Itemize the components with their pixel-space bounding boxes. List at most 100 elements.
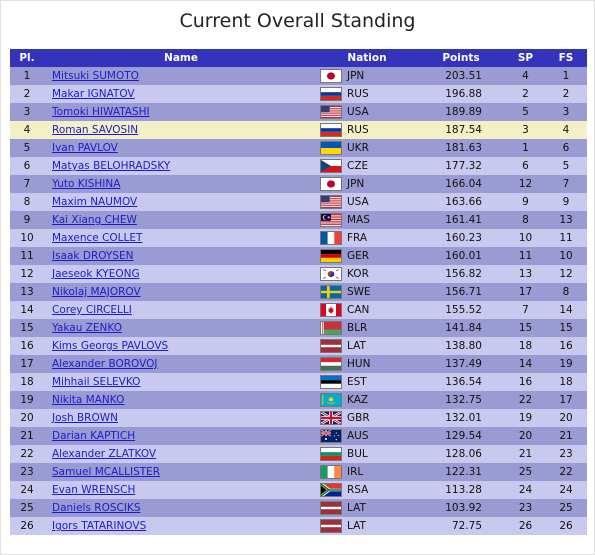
sp-rank-cell: 17 <box>506 283 545 301</box>
sp-rank-cell: 7 <box>506 301 545 319</box>
ukr-flag-icon <box>320 141 342 155</box>
blr-flag-icon <box>320 321 342 335</box>
skater-link[interactable]: Nikita MANKO <box>52 394 125 406</box>
nation-cell: RUS <box>318 85 416 103</box>
place-cell: 11 <box>10 247 44 265</box>
skater-link[interactable]: Josh BROWN <box>52 412 118 424</box>
nation-cell: UKR <box>318 139 416 157</box>
skater-link[interactable]: Matyas BELOHRADSKY <box>52 160 171 172</box>
skater-link[interactable]: Yakau ZENKO <box>52 322 122 334</box>
sp-rank-cell: 10 <box>506 229 545 247</box>
nation-code: AUS <box>347 430 369 442</box>
name-cell: Jaeseok KYEONG <box>44 265 318 283</box>
place-cell: 20 <box>10 409 44 427</box>
table-row: 4 Roman SAVOSIN RUS 187.54 3 4 <box>10 121 587 139</box>
points-cell: 187.54 <box>416 121 506 139</box>
points-cell: 128.06 <box>416 445 506 463</box>
nation-cell: CZE <box>318 157 416 175</box>
skater-link[interactable]: Corey CIRCELLI <box>52 304 132 316</box>
fs-rank-cell: 8 <box>545 283 587 301</box>
name-cell: Isaak DROYSEN <box>44 247 318 265</box>
skater-link[interactable]: Nikolaj MAJOROV <box>52 286 141 298</box>
fs-rank-cell: 7 <box>545 175 587 193</box>
table-row: 22 Alexander ZLATKOV BUL 128.06 21 23 <box>10 445 587 463</box>
place-cell: 9 <box>10 211 44 229</box>
fra-flag-icon <box>320 231 342 245</box>
can-flag-icon <box>320 303 342 317</box>
points-cell: 160.01 <box>416 247 506 265</box>
table-row: 14 Corey CIRCELLI CAN 155.52 7 14 <box>10 301 587 319</box>
swe-flag-icon <box>320 285 342 299</box>
skater-link[interactable]: Ivan PAVLOV <box>52 142 118 154</box>
nation-cell: JPN <box>318 67 416 85</box>
nation-code: KOR <box>347 268 369 280</box>
name-cell: Maxence COLLET <box>44 229 318 247</box>
name-cell: Alexander ZLATKOV <box>44 445 318 463</box>
skater-link[interactable]: Alexander BOROVOJ <box>52 358 158 370</box>
points-cell: 155.52 <box>416 301 506 319</box>
skater-link[interactable]: Makar IGNATOV <box>52 88 135 100</box>
place-cell: 21 <box>10 427 44 445</box>
fs-rank-cell: 26 <box>545 517 587 535</box>
fs-rank-cell: 4 <box>545 121 587 139</box>
points-cell: 141.84 <box>416 319 506 337</box>
sp-rank-cell: 11 <box>506 247 545 265</box>
skater-link[interactable]: Mitsuki SUMOTO <box>52 70 139 82</box>
fs-rank-cell: 12 <box>545 265 587 283</box>
name-cell: Nikolaj MAJOROV <box>44 283 318 301</box>
name-cell: Roman SAVOSIN <box>44 121 318 139</box>
skater-link[interactable]: Jaeseok KYEONG <box>52 268 140 280</box>
skater-link[interactable]: Igors TATARINOVS <box>52 520 147 532</box>
points-cell: 137.49 <box>416 355 506 373</box>
name-cell: Makar IGNATOV <box>44 85 318 103</box>
place-cell: 12 <box>10 265 44 283</box>
points-cell: 177.32 <box>416 157 506 175</box>
place-cell: 14 <box>10 301 44 319</box>
column-header-place: Pl. <box>10 49 44 67</box>
fs-rank-cell: 6 <box>545 139 587 157</box>
skater-link[interactable]: Kai Xiang CHEW <box>52 214 137 226</box>
skater-link[interactable]: Maxim NAUMOV <box>52 196 138 208</box>
name-cell: Kai Xiang CHEW <box>44 211 318 229</box>
table-row: 9 Kai Xiang CHEW MAS 161.41 8 13 <box>10 211 587 229</box>
nation-code: LAT <box>347 502 366 514</box>
fs-rank-cell: 14 <box>545 301 587 319</box>
nation-code: RSA <box>347 484 369 496</box>
skater-link[interactable]: Alexander ZLATKOV <box>52 448 157 460</box>
skater-link[interactable]: Maxence COLLET <box>52 232 143 244</box>
skater-link[interactable]: Mihhail SELEVKO <box>52 376 141 388</box>
skater-link[interactable]: Tomoki HIWATASHI <box>52 106 150 118</box>
points-cell: 163.66 <box>416 193 506 211</box>
sp-rank-cell: 16 <box>506 373 545 391</box>
points-cell: 136.54 <box>416 373 506 391</box>
fs-rank-cell: 22 <box>545 463 587 481</box>
hun-flag-icon <box>320 357 342 371</box>
skater-link[interactable]: Isaak DROYSEN <box>52 250 134 262</box>
rsa-flag-icon <box>320 483 342 497</box>
name-cell: Ivan PAVLOV <box>44 139 318 157</box>
sp-rank-cell: 9 <box>506 193 545 211</box>
lat-flag-icon <box>320 501 342 515</box>
kaz-flag-icon <box>320 393 342 407</box>
mas-flag-icon <box>320 213 342 227</box>
nation-code: RUS <box>347 124 369 136</box>
skater-link[interactable]: Roman SAVOSIN <box>52 124 139 136</box>
skater-link[interactable]: Evan WRENSCH <box>52 484 136 496</box>
points-cell: 166.04 <box>416 175 506 193</box>
table-row: 13 Nikolaj MAJOROV SWE 156.71 17 8 <box>10 283 587 301</box>
nation-cell: BUL <box>318 445 416 463</box>
skater-link[interactable]: Darian KAPTICH <box>52 430 136 442</box>
name-cell: Corey CIRCELLI <box>44 301 318 319</box>
nation-code: JPN <box>347 178 365 190</box>
place-cell: 19 <box>10 391 44 409</box>
skater-link[interactable]: Kims Georgs PAVLOVS <box>52 340 169 352</box>
skater-link[interactable]: Daniels ROSCIKS <box>52 502 141 514</box>
aus-flag-icon <box>320 429 342 443</box>
skater-link[interactable]: Samuel MCALLISTER <box>52 466 161 478</box>
fs-rank-cell: 17 <box>545 391 587 409</box>
nation-cell: GER <box>318 247 416 265</box>
skater-link[interactable]: Yuto KISHINA <box>52 178 121 190</box>
nation-cell: MAS <box>318 211 416 229</box>
nation-code: EST <box>347 376 367 388</box>
place-cell: 17 <box>10 355 44 373</box>
